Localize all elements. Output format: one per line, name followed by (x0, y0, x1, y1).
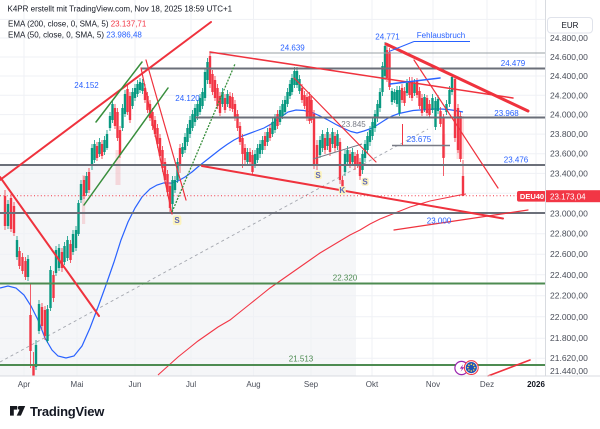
svg-text:S: S (174, 216, 180, 225)
svg-text:24.479: 24.479 (501, 59, 526, 68)
svg-text:S: S (315, 171, 321, 180)
svg-text:Sep: Sep (304, 380, 319, 389)
svg-text:DEU40: DEU40 (520, 192, 544, 201)
svg-text:Apr: Apr (18, 380, 31, 389)
svg-text:22.600,00: 22.600,00 (550, 249, 588, 259)
svg-text:24.771: 24.771 (375, 33, 400, 42)
svg-text:Dez: Dez (480, 380, 494, 389)
svg-text:EMA (50, close, 0, SMA, 5) 23.: EMA (50, close, 0, SMA, 5) 23.986,48 (8, 31, 142, 40)
svg-text:23.600,00: 23.600,00 (550, 149, 588, 159)
svg-text:Aug: Aug (246, 380, 260, 389)
svg-text:21.620,00: 21.620,00 (550, 353, 588, 363)
svg-text:22.800,00: 22.800,00 (550, 229, 588, 239)
svg-text:24.120: 24.120 (175, 94, 200, 103)
svg-text:Nov: Nov (426, 380, 440, 389)
svg-text:24.000,00: 24.000,00 (550, 110, 588, 120)
svg-text:Mai: Mai (71, 380, 84, 389)
svg-text:2026: 2026 (527, 380, 545, 389)
svg-text:24.800,00: 24.800,00 (550, 33, 588, 43)
svg-text:23.400,00: 23.400,00 (550, 168, 588, 178)
svg-text:23.173,04: 23.173,04 (550, 192, 586, 201)
svg-text:23.000,00: 23.000,00 (550, 208, 588, 218)
svg-text:24.400,00: 24.400,00 (550, 71, 588, 81)
svg-text:23.845: 23.845 (341, 120, 366, 129)
svg-text:Jul: Jul (186, 380, 196, 389)
svg-text:S: S (362, 178, 368, 187)
svg-text:23.675: 23.675 (407, 135, 432, 144)
svg-text:TradingView: TradingView (30, 404, 105, 419)
svg-text:22.000,00: 22.000,00 (550, 312, 588, 322)
svg-text:22.400,00: 22.400,00 (550, 270, 588, 280)
svg-text:24.152: 24.152 (74, 81, 99, 90)
svg-text:22.320: 22.320 (333, 274, 358, 283)
svg-text:24.600,00: 24.600,00 (550, 52, 588, 62)
svg-text:23.000: 23.000 (427, 217, 452, 226)
svg-text:23.476: 23.476 (504, 156, 529, 165)
svg-text:21.513: 21.513 (289, 355, 314, 364)
svg-text:23.800,00: 23.800,00 (550, 129, 588, 139)
svg-text:K4PR erstellt mit TradingView.: K4PR erstellt mit TradingView.com, Nov 1… (8, 5, 233, 14)
svg-text:24.200,00: 24.200,00 (550, 90, 588, 100)
svg-text:21.800,00: 21.800,00 (550, 333, 588, 343)
svg-text:22.200,00: 22.200,00 (550, 291, 588, 301)
svg-text:EUR: EUR (562, 21, 579, 30)
svg-text:Jun: Jun (129, 380, 142, 389)
svg-text:24.639: 24.639 (280, 44, 305, 53)
svg-text:Fehlausbruch: Fehlausbruch (417, 31, 465, 40)
svg-text:EMA (200, close, 0, SMA, 5) 23: EMA (200, close, 0, SMA, 5) 23.137,71 (8, 20, 147, 29)
svg-text:23.968: 23.968 (494, 109, 519, 118)
svg-text:Okt: Okt (366, 380, 379, 389)
svg-text:K: K (339, 186, 345, 195)
svg-text:21.440,00: 21.440,00 (550, 366, 588, 376)
